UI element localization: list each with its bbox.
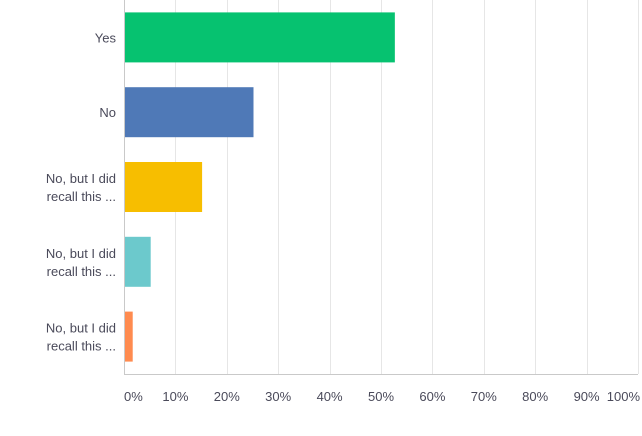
bars [125,12,395,362]
category-label-5-line-1: No, but I did [46,321,116,336]
x-tick-label-90: 90% [574,389,600,404]
bar-3[interactable] [125,162,203,212]
bar-1[interactable] [125,12,395,63]
x-tick-label-50: 50% [368,389,394,404]
bar-2[interactable] [125,87,254,138]
category-label-2: No [99,105,116,120]
x-tick-label-30: 30% [265,389,291,404]
bar-5[interactable] [125,311,133,362]
category-label-4-line-1: No, but I did [46,246,116,261]
x-tick-label-70: 70% [471,389,497,404]
category-labels: Yes No No, but I did recall this ... No, but… [46,30,117,353]
tick-labels: 0% 10% 20% 30% 40% 50% 60% 70% 80% 90% 100% [124,389,640,404]
axes [124,0,638,375]
category-label-3-line-1: No, but I did [46,171,116,186]
category-label-3-line-2: recall this ... [47,189,116,204]
x-tick-label-60: 60% [419,389,445,404]
x-tick-label-0: 0% [124,389,143,404]
x-tick-label-10: 10% [162,389,188,404]
category-label-1: Yes [95,30,117,45]
x-tick-label-100: 100% [607,389,641,404]
x-tick-label-80: 80% [522,389,548,404]
bar-4[interactable] [125,236,151,287]
x-tick-label-40: 40% [317,389,343,404]
category-label-5-line-2: recall this ... [47,339,116,354]
category-label-4-line-2: recall this ... [47,264,116,279]
x-tick-label-20: 20% [214,389,240,404]
